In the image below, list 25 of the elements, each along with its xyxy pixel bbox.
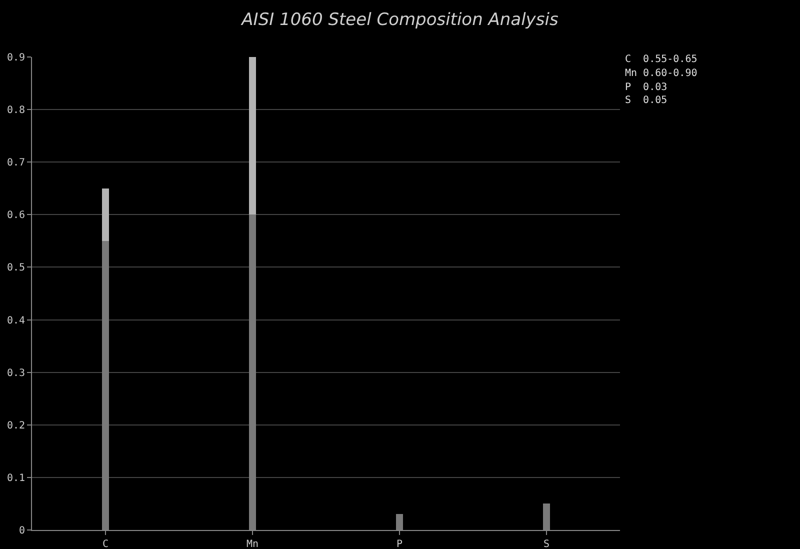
bar — [396, 514, 404, 530]
text: C 0.55-0.65 — [625, 54, 698, 65]
y-tick-label: 0.6 — [6, 210, 25, 222]
y-tick-label: 0.7 — [6, 158, 25, 169]
y-tick-label: 0.1 — [6, 472, 25, 484]
text: P 0.03 — [625, 82, 668, 93]
y-tick-label: 0.9 — [6, 52, 25, 64]
y-tick-label: 0.2 — [6, 420, 25, 432]
y-tick-label: 0.5 — [6, 262, 25, 274]
y-tick-label: 0.3 — [6, 368, 25, 379]
x-tick-label: C — [102, 539, 109, 549]
y-tick-label: 0.8 — [6, 105, 25, 116]
x-tick-label: S — [543, 539, 550, 549]
x-tick-label: Mn — [246, 539, 259, 549]
bar — [248, 214, 256, 530]
text: S 0.05 — [625, 95, 668, 106]
bar — [102, 188, 110, 241]
y-tick-label: 0 — [18, 526, 25, 536]
bar — [248, 57, 256, 215]
text: Mn 0.60-0.90 — [625, 68, 698, 79]
x-tick-label: P — [396, 539, 403, 549]
chart-title: AISI 1060 Steel Composition Analysis — [240, 10, 558, 30]
bar — [102, 240, 110, 530]
bar — [542, 504, 550, 530]
y-tick-label: 0.4 — [6, 315, 25, 326]
